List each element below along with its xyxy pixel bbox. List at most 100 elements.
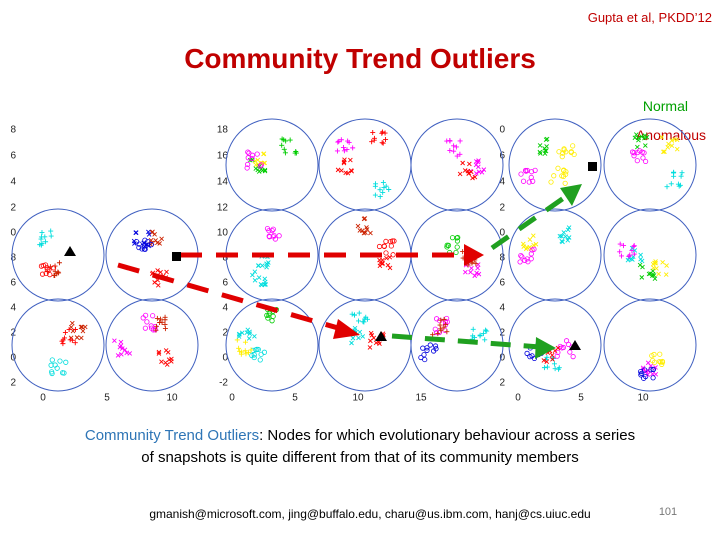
point: [420, 345, 426, 351]
y-tick-label: 0: [222, 353, 228, 364]
community-plot: [11, 208, 105, 302]
y-tick-label: 0: [499, 228, 505, 239]
normal-trend-arrow: [391, 333, 541, 350]
point: [621, 243, 627, 249]
point: [82, 324, 88, 330]
point: [245, 350, 251, 356]
y-tick-label: 6: [222, 278, 228, 289]
point: [646, 271, 652, 277]
point: [475, 265, 480, 271]
y-tick-label: 10: [217, 228, 229, 239]
caption-line: Community Trend Outliers: Nodes for whic…: [85, 427, 635, 444]
point: [145, 239, 151, 245]
point: [479, 169, 485, 175]
point: [244, 165, 250, 171]
citation: Gupta et al, PKDD’12: [588, 10, 712, 25]
point: [245, 327, 251, 333]
point: [666, 141, 671, 147]
point: [242, 339, 248, 345]
point: [480, 331, 486, 337]
point: [676, 183, 682, 189]
point: [453, 144, 459, 150]
point: [237, 348, 243, 354]
point: [566, 235, 572, 240]
point: [422, 356, 428, 363]
point: [373, 340, 379, 346]
point: [570, 354, 576, 360]
point: [418, 354, 424, 361]
x-tick-label: 10: [352, 393, 364, 404]
community-plot: [603, 208, 697, 302]
point: [638, 252, 643, 258]
point: [133, 230, 139, 236]
x-tick-label: 10: [166, 393, 178, 404]
point: [119, 351, 124, 357]
arrows: [64, 162, 597, 359]
y-tick-label: 2: [499, 203, 505, 214]
point: [669, 143, 675, 149]
point: [253, 347, 259, 353]
point: [69, 337, 75, 343]
community-boundary: [105, 298, 199, 392]
point: [279, 136, 285, 142]
point: [466, 170, 472, 176]
point: [559, 233, 564, 239]
point: [432, 343, 439, 349]
point: [380, 189, 386, 195]
point: [74, 335, 80, 340]
point: [380, 179, 386, 185]
point: [380, 140, 386, 146]
point: [239, 330, 245, 336]
caption-term: Community Trend Outliers: [85, 427, 259, 444]
point: [447, 138, 453, 144]
point: [48, 233, 54, 239]
point: [457, 171, 463, 177]
point: [568, 149, 574, 156]
point: [639, 134, 644, 139]
point: [476, 158, 481, 163]
point: [252, 333, 257, 339]
point: [153, 327, 159, 333]
point: [645, 372, 651, 377]
point: [537, 143, 543, 148]
community-boundary: [508, 118, 602, 212]
outlier-triangle: [375, 331, 387, 341]
point: [390, 252, 396, 258]
y-tick-label: 16: [217, 151, 229, 162]
arrowhead: [333, 319, 360, 339]
point: [283, 138, 289, 144]
point: [679, 170, 685, 176]
point: [565, 341, 572, 347]
point: [381, 243, 387, 249]
community-plot: [225, 298, 319, 392]
y-tick-label: 0: [499, 353, 505, 364]
point: [266, 234, 273, 240]
point: [61, 370, 67, 376]
point: [373, 181, 379, 187]
point: [454, 238, 461, 244]
point: [249, 155, 255, 162]
point: [364, 316, 370, 322]
point: [541, 358, 547, 363]
point: [245, 149, 251, 155]
point: [444, 242, 450, 248]
point: [368, 338, 373, 344]
point: [251, 354, 257, 361]
point: [164, 269, 169, 275]
point: [245, 161, 251, 167]
community-boundary: [410, 208, 504, 302]
point: [447, 148, 453, 154]
point: [651, 351, 657, 358]
point: [544, 359, 550, 365]
point: [261, 349, 268, 355]
point: [543, 148, 548, 153]
point: [155, 268, 160, 273]
point: [112, 338, 117, 344]
point: [532, 167, 538, 173]
point: [48, 362, 54, 368]
point: [650, 375, 656, 381]
point: [665, 145, 671, 150]
point: [349, 340, 354, 346]
point: [659, 134, 665, 140]
point: [441, 316, 447, 322]
